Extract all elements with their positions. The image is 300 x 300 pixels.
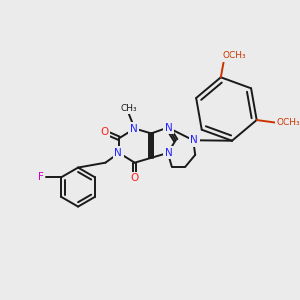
Text: N: N	[130, 124, 138, 134]
Text: OCH₃: OCH₃	[276, 118, 300, 127]
Text: N: N	[165, 148, 173, 158]
Text: N: N	[165, 123, 173, 133]
Text: O: O	[100, 128, 109, 137]
Text: O: O	[130, 173, 139, 183]
Text: N: N	[114, 148, 122, 158]
Text: OCH₃: OCH₃	[223, 51, 246, 60]
Text: N: N	[190, 135, 198, 145]
Text: CH₃: CH₃	[121, 103, 137, 112]
Text: F: F	[38, 172, 43, 182]
